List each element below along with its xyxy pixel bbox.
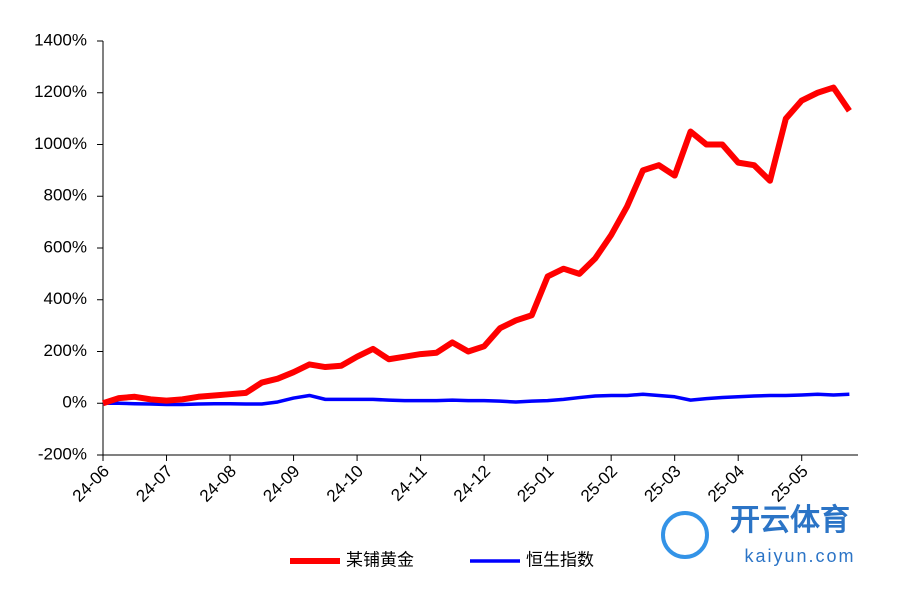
x-tick-label: 25-01	[513, 462, 557, 506]
y-tick-label: 1000%	[34, 134, 87, 153]
y-tick-label: 0%	[62, 393, 87, 412]
x-tick-label: 24-07	[132, 462, 176, 506]
x-tick-label: 24-12	[450, 462, 494, 506]
legend-label: 某铺黄金	[346, 550, 414, 569]
series-line	[102, 84, 852, 407]
watermark-url: kaiyun.com	[744, 546, 855, 566]
x-tick-label: 25-03	[640, 462, 684, 506]
y-tick-label: -200%	[38, 444, 87, 463]
x-tick-label: 24-06	[69, 462, 113, 506]
y-tick-label: 600%	[44, 237, 87, 256]
watermark-logo	[661, 511, 709, 559]
y-tick-label: 200%	[44, 341, 87, 360]
watermark-brand: 开云体育	[730, 503, 850, 537]
series-line	[103, 392, 850, 407]
y-tick-label: 400%	[44, 289, 87, 308]
x-tick-label: 25-04	[704, 462, 748, 506]
x-tick-label: 25-02	[577, 462, 621, 506]
watermark: 开云体育 kaiyun.com	[661, 503, 855, 566]
x-tick-label: 24-11	[387, 462, 430, 505]
x-tick-label: 24-08	[196, 462, 240, 506]
legend-label: 恒生指数	[526, 550, 594, 569]
x-tick-label: 24-09	[259, 462, 303, 506]
y-tick-label: 1200%	[34, 82, 87, 101]
y-tick-label: 800%	[44, 186, 87, 205]
x-tick-label: 24-10	[323, 462, 367, 506]
x-tick-label: 25-05	[768, 462, 812, 506]
y-tick-label: 1400%	[34, 30, 87, 49]
